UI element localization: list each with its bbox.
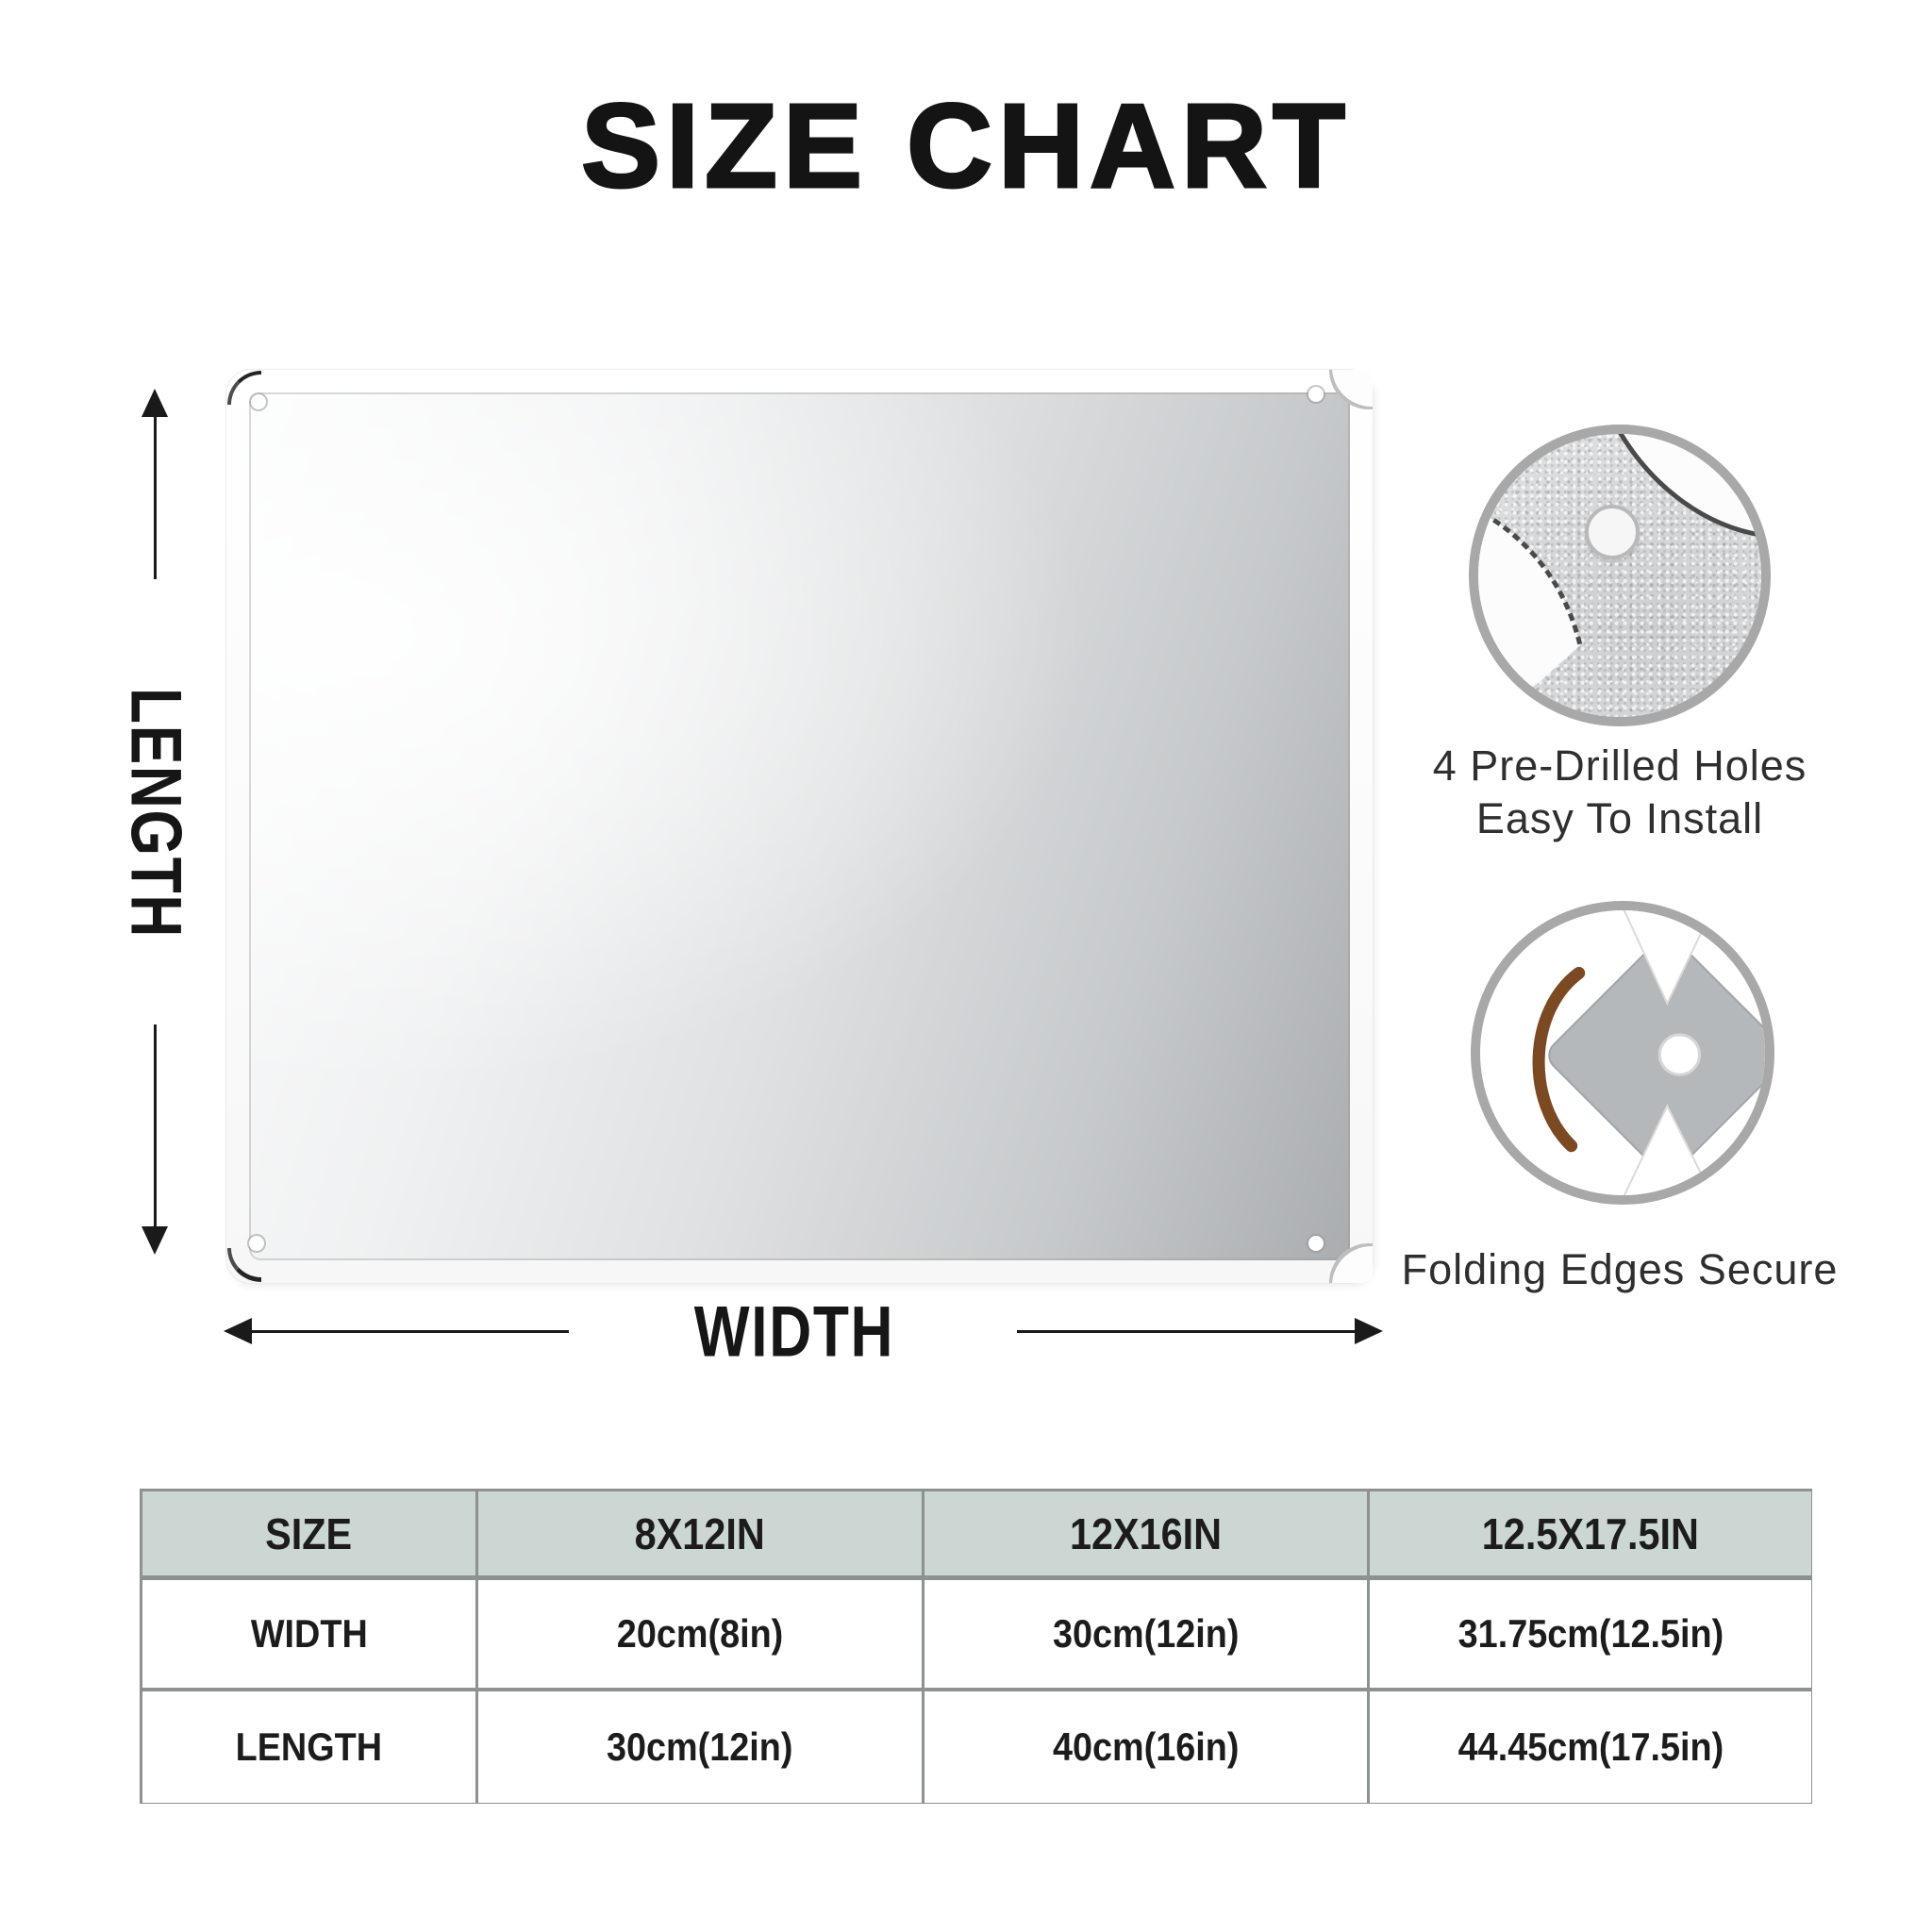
- length-label: LENGTH: [115, 687, 196, 940]
- length-arrow-upper-line: [154, 415, 157, 579]
- corner-hole: [251, 394, 266, 409]
- length-arrow-lower-line: [154, 1024, 157, 1228]
- table-cell-width-8x12: 20cm(8in): [478, 1580, 924, 1691]
- length-arrow-up-icon: [142, 389, 168, 417]
- width-arrow-left-icon: [224, 1318, 252, 1344]
- table-header-12x16: 12X16IN: [924, 1491, 1370, 1580]
- table-cell-width-12.5x17.5: 31.75cm(12.5in): [1370, 1580, 1811, 1691]
- folding-edges-detail: [1471, 901, 1774, 1205]
- width-arrow-right-line: [1017, 1330, 1355, 1333]
- length-arrow-down-icon: [142, 1226, 168, 1255]
- metal-sign-board: [226, 370, 1373, 1283]
- table-cell-length-12x16: 40cm(16in): [924, 1691, 1370, 1803]
- table-cell-length-8x12: 30cm(12in): [478, 1691, 924, 1803]
- pre-drilled-holes-icon: [1478, 434, 1761, 717]
- table-header-8x12: 8X12IN: [478, 1491, 924, 1580]
- metal-sign-face: [249, 392, 1350, 1260]
- caption-line-2: Easy To Install: [1475, 793, 1764, 842]
- callout-caption-edges: Folding Edges Secure: [1401, 1245, 1839, 1293]
- width-label: WIDTH: [693, 1291, 895, 1373]
- table-header-size: SIZE: [142, 1491, 478, 1580]
- table-header-12.5x17.5: 12.5X17.5IN: [1370, 1491, 1811, 1580]
- corner-hole: [1308, 387, 1324, 402]
- table-row-width-label: WIDTH: [142, 1580, 478, 1691]
- table-row-length-label: LENGTH: [142, 1691, 478, 1803]
- corner-hole: [249, 1236, 264, 1251]
- corner-fold-arc-bottom-left: [227, 1248, 261, 1282]
- page-title: SIZE CHART: [580, 78, 1351, 214]
- callout-caption-holes: 4 Pre-Drilled Holes Easy To Install: [1346, 740, 1893, 845]
- folding-edges-icon: [1532, 910, 1765, 1195]
- size-table: SIZE 8X12IN 12X16IN 12.5X17.5IN WIDTH 20…: [140, 1489, 1812, 1804]
- table-cell-length-12.5x17.5: 44.45cm(17.5in): [1370, 1691, 1811, 1803]
- table-cell-width-12x16: 30cm(12in): [924, 1580, 1370, 1691]
- width-arrow-left-line: [250, 1330, 569, 1333]
- pre-drilled-holes-detail: [1469, 425, 1771, 726]
- caption-line-1: 4 Pre-Drilled Holes: [1432, 741, 1807, 790]
- corner-hole: [1308, 1236, 1324, 1251]
- width-arrow-right-icon: [1355, 1318, 1383, 1344]
